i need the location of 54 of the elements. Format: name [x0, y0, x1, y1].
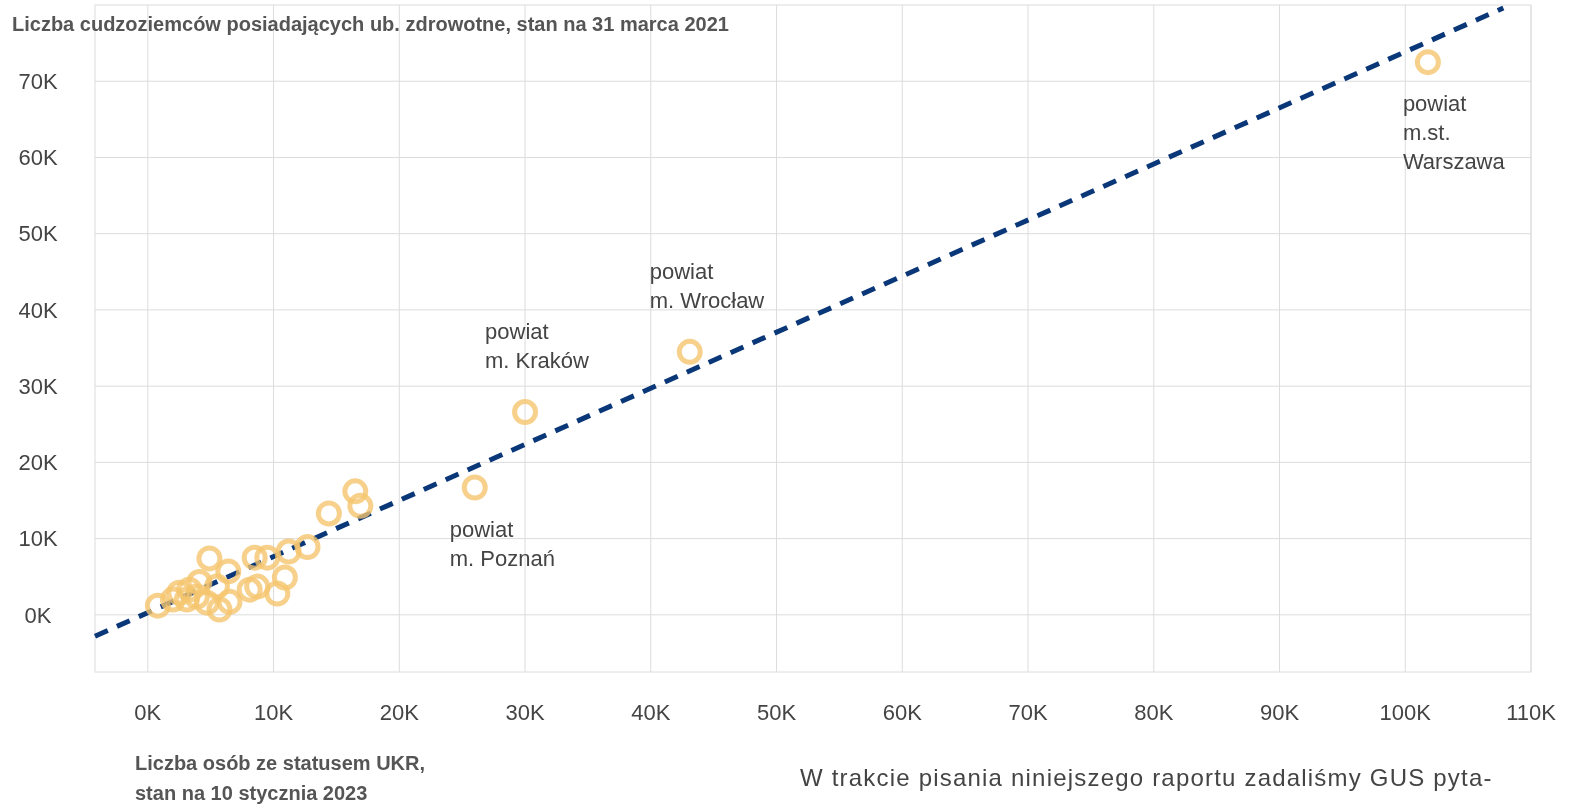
y-tick-label: 50K	[18, 221, 58, 247]
x-tick-label: 90K	[1259, 700, 1300, 725]
point	[159, 586, 186, 613]
point	[676, 338, 703, 365]
point	[271, 564, 298, 591]
point	[512, 399, 539, 426]
point	[461, 474, 488, 501]
point	[275, 538, 302, 565]
y-tick-label: 0K	[24, 602, 52, 628]
x-tick-label: 50K	[756, 700, 797, 725]
y-tick-label: 40K	[18, 297, 58, 323]
point	[193, 589, 220, 616]
point	[144, 592, 171, 619]
annotation: powiat m. Poznań	[449, 516, 555, 571]
x-tick-label: 100K	[1379, 700, 1432, 725]
point	[203, 573, 230, 600]
x-tick-label: 70K	[1008, 700, 1048, 725]
point	[315, 500, 342, 527]
x-tick-label: 10K	[253, 700, 294, 725]
point	[173, 586, 200, 613]
point	[216, 588, 243, 615]
x-tick-label: 20K	[379, 700, 420, 725]
point	[183, 583, 210, 610]
point	[244, 573, 271, 600]
y-tick-label: 10K	[18, 526, 58, 552]
x-tick-label: 110K	[1506, 700, 1557, 725]
point	[236, 576, 263, 603]
point	[215, 558, 242, 585]
x-tick-label: 60K	[882, 700, 923, 725]
y-tick-label: 20K	[18, 450, 58, 476]
x-tick-label: 0K	[134, 700, 162, 725]
point	[1414, 49, 1441, 76]
point	[347, 492, 374, 519]
point	[206, 596, 233, 623]
x-axis-title: Liczba osób ze statusem UKR, stan na 10 stycznia 2023	[135, 752, 426, 804]
point	[264, 580, 291, 607]
y-tick-label: 30K	[18, 373, 58, 399]
annotation: powiat m.st. Warszawa	[1402, 91, 1506, 175]
x-tick-label: 80K	[1134, 700, 1174, 725]
point	[166, 579, 193, 606]
point	[176, 576, 203, 603]
point	[294, 533, 321, 560]
point	[196, 545, 223, 572]
point	[254, 544, 281, 571]
point	[241, 544, 268, 571]
annotation: powiat m. Kraków	[485, 319, 590, 374]
x-tick-label: 30K	[505, 700, 545, 725]
y-tick-label: 60K	[18, 145, 58, 171]
text: W trakcie pisania niniejszego raportu zadaliśmy GUS pyta-	[800, 764, 1493, 791]
y-tick-label: 70K	[18, 68, 58, 94]
x-tick-label: 40K	[631, 700, 671, 725]
chart-title: Liczba cudzoziemców posiadających ub. zdrowotne, stan na 31 marca 2021	[12, 13, 729, 35]
point	[342, 478, 369, 505]
annotation: powiat m. Wrocław	[649, 258, 765, 313]
